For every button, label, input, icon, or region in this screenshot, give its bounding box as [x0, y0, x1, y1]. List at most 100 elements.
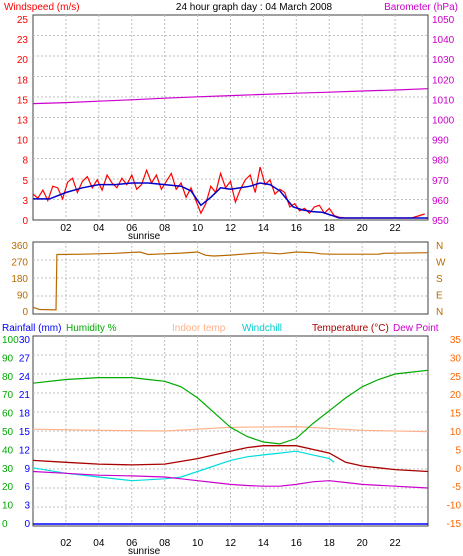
- temperature-tick-label: -15: [447, 519, 462, 530]
- humidity-tick-label: 100: [2, 335, 19, 346]
- rainfall-tick-label: 27: [19, 353, 31, 364]
- barometer-tick-label: 1030: [432, 55, 455, 66]
- windspeed-tick-label: 5: [22, 176, 28, 187]
- x-tick-label: 06: [126, 538, 138, 549]
- humidity-tick-label: 90: [2, 353, 14, 364]
- x-tick-label: 02: [60, 223, 72, 234]
- humidity-line: [32, 369, 429, 445]
- chart-lines: [32, 88, 429, 525]
- humidity-tick-label: 60: [2, 409, 14, 420]
- windspeed-tick-label: 18: [17, 75, 29, 86]
- x-tick-label: 04: [93, 538, 105, 549]
- x-tick-label: 20: [357, 223, 369, 234]
- barometer-tick-label: 970: [432, 176, 449, 187]
- windspeed-tick-label: 15: [17, 95, 29, 106]
- x-tick-label: 14: [258, 223, 270, 234]
- rainfall-tick-label: 30: [19, 335, 31, 346]
- barometer-tick-label: 980: [432, 156, 449, 167]
- legend-windchill: Windchill: [242, 323, 282, 334]
- temperature-tick-label: 15: [450, 409, 462, 420]
- temperature-tick-label: 20: [450, 390, 462, 401]
- windspeed-tick-label: 25: [17, 15, 29, 26]
- wind-panel-axes: 2523201815131085301050104010301020101010…: [17, 15, 455, 234]
- rainfall-tick-label: 15: [19, 427, 31, 438]
- x-tick-label: 22: [390, 223, 402, 234]
- dew-point-line: [32, 470, 429, 489]
- compass-tick-label: N: [436, 241, 443, 252]
- x-tick-label: 12: [225, 223, 237, 234]
- x-tick-label: 10: [192, 223, 204, 234]
- barometer-line: [32, 88, 429, 105]
- rainfall-tick-label: 9: [24, 464, 30, 475]
- rainfall-tick-label: 18: [19, 409, 31, 420]
- temp-panel-grid: [33, 336, 428, 526]
- temperature-tick-label: 25: [450, 372, 462, 383]
- temperature-tick-label: 10: [450, 427, 462, 438]
- compass-tick-label: S: [436, 274, 443, 285]
- legend-humidity: Humidity %: [66, 323, 117, 334]
- x-tick-label: 16: [291, 538, 303, 549]
- direction-tick-label: 90: [17, 291, 29, 302]
- barometer-tick-label: 1000: [432, 116, 455, 127]
- x-tick-label: 18: [324, 223, 336, 234]
- windspeed-tick-label: 10: [17, 136, 29, 147]
- x-tick-label: 04: [93, 223, 105, 234]
- wind-gust-line: [32, 166, 425, 219]
- humidity-tick-label: 40: [2, 445, 14, 456]
- x-tick-label: 06: [126, 223, 138, 234]
- barometer-tick-label: 1020: [432, 75, 455, 86]
- rainfall-tick-label: 3: [24, 501, 30, 512]
- humidity-tick-label: 20: [2, 482, 14, 493]
- compass-tick-label: N: [436, 307, 443, 318]
- rainfall-tick-label: 12: [19, 445, 31, 456]
- legend-temperature: Temperature (°C): [312, 323, 389, 334]
- windspeed-tick-label: 23: [17, 35, 29, 46]
- direction-tick-label: 270: [11, 258, 28, 269]
- x-tick-label: 12: [225, 538, 237, 549]
- temperature-tick-label: 5: [455, 445, 461, 456]
- barometer-tick-label: 990: [432, 136, 449, 147]
- direction-tick-label: 360: [11, 241, 28, 252]
- windspeed-tick-label: 20: [17, 55, 29, 66]
- humidity-tick-label: 30: [2, 464, 14, 475]
- windspeed-tick-label: 0: [22, 216, 28, 227]
- barometer-tick-label: 960: [432, 196, 449, 207]
- temperature-tick-label: 30: [450, 353, 462, 364]
- barometer-tick-label: 1010: [432, 95, 455, 106]
- temperature-line: [32, 445, 429, 473]
- x-tick-label: 08: [159, 538, 171, 549]
- humidity-tick-label: 80: [2, 372, 14, 383]
- rainfall-tick-label: 6: [24, 482, 30, 493]
- barometer-tick-label: 950: [432, 216, 449, 227]
- barometer-axis-label: Barometer (hPa): [384, 2, 458, 13]
- rainfall-tick-label: 21: [19, 390, 31, 401]
- sunrise-label-bottom: sunrise: [128, 546, 161, 556]
- legend-rainfall: Rainfall (mm): [2, 323, 61, 334]
- humidity-tick-label: 50: [2, 427, 14, 438]
- barometer-tick-label: 1040: [432, 35, 455, 46]
- x-tick-label: 22: [390, 538, 402, 549]
- legend-dew-point: Dew Point: [393, 323, 439, 334]
- sunrise-label-top: sunrise: [128, 231, 161, 242]
- x-tick-label: 02: [60, 538, 72, 549]
- barometer-tick-label: 1050: [432, 15, 455, 26]
- wind-direction-line: [32, 251, 429, 311]
- temperature-tick-label: -5: [452, 482, 461, 493]
- x-tick-label: 10: [192, 538, 204, 549]
- temperature-tick-label: 35: [450, 335, 462, 346]
- legend-indoor-temp: Indoor temp: [172, 323, 226, 334]
- humidity-tick-label: 0: [2, 519, 8, 530]
- direction-tick-label: 180: [11, 274, 28, 285]
- direction-tick-label: 0: [22, 307, 28, 318]
- temperature-tick-label: -10: [447, 501, 462, 512]
- wind-average-line: [33, 182, 428, 219]
- x-tick-label: 08: [159, 223, 171, 234]
- compass-tick-label: E: [436, 291, 443, 302]
- x-tick-label: 20: [357, 538, 369, 549]
- x-tick-label: 18: [324, 538, 336, 549]
- rainfall-tick-label: 0: [24, 519, 30, 530]
- wind-panel-grid: [33, 15, 428, 220]
- temp-panel-axes: 1009080706050403020100302724211815129630…: [2, 335, 461, 549]
